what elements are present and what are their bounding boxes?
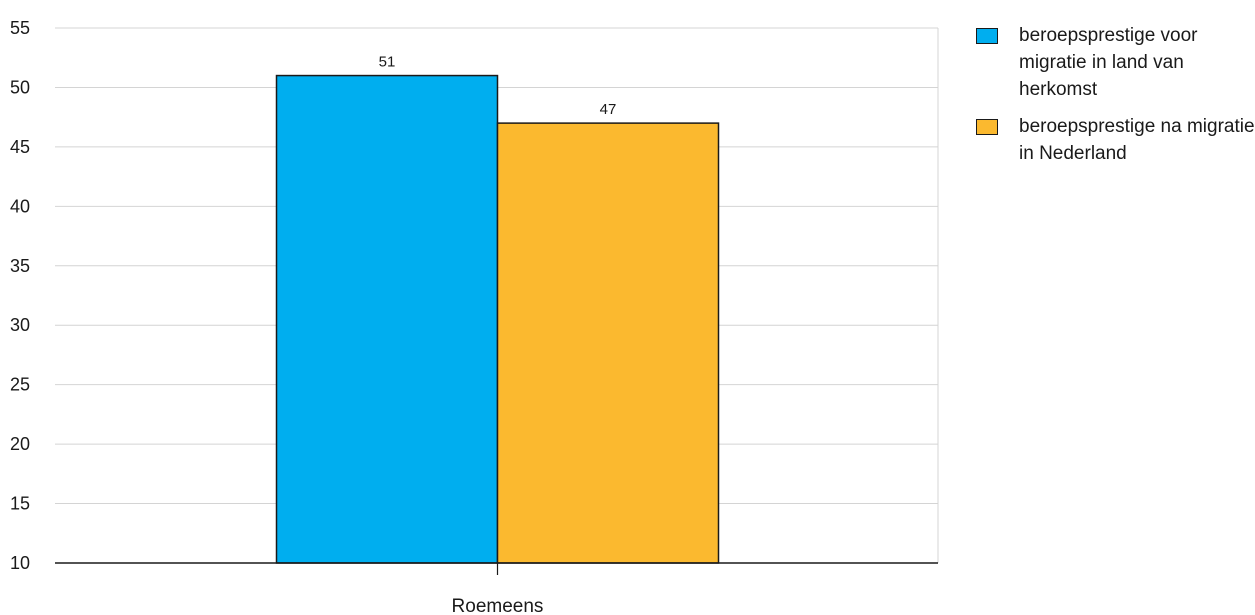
bars	[275, 74, 720, 564]
y-tick-label-15: 15	[10, 494, 30, 514]
y-tick-label-20: 20	[10, 434, 30, 454]
x-axis-category-labels: Roemeens	[452, 596, 544, 615]
x-category-label-roemeens: Roemeens	[452, 596, 544, 615]
legend: beroepsprestige voor migratie in land va…	[976, 22, 1255, 177]
y-axis-tick-labels: 10 15 20 25 30 35 40 45 50 55	[10, 18, 30, 573]
legend-item-series-2[interactable]: beroepsprestige na migratie in Nederland	[976, 113, 1255, 167]
axes	[55, 562, 938, 575]
bar-series-1-roemeens	[275, 74, 499, 564]
data-labels: 51 47	[379, 54, 617, 119]
legend-swatch-series-1	[976, 28, 998, 44]
y-tick-label-45: 45	[10, 137, 30, 157]
y-tick-label-35: 35	[10, 256, 30, 276]
legend-label-series-2: beroepsprestige na migratie in Nederland	[1019, 116, 1255, 164]
y-tick-label-25: 25	[10, 375, 30, 395]
legend-label-series-1: beroepsprestige voor migratie in land va…	[1019, 25, 1198, 100]
data-label-series-1: 51	[379, 54, 396, 71]
y-tick-label-40: 40	[10, 196, 30, 216]
legend-item-series-1[interactable]: beroepsprestige voor migratie in land va…	[976, 22, 1255, 103]
data-label-series-2: 47	[600, 101, 617, 118]
y-tick-label-55: 55	[10, 18, 30, 38]
y-tick-label-50: 50	[10, 77, 30, 97]
bar-series-2-roemeens	[496, 122, 720, 564]
y-tick-label-10: 10	[10, 553, 30, 573]
y-tick-label-30: 30	[10, 315, 30, 335]
legend-swatch-series-2	[976, 119, 998, 135]
